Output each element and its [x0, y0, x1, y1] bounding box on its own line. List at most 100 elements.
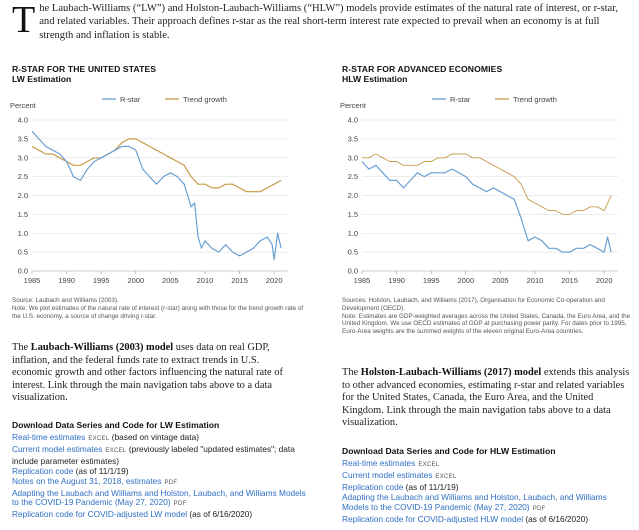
y-tick-label: 1.0	[348, 229, 358, 238]
download-link[interactable]: Replication code for COVID-adjusted HLW …	[342, 513, 524, 524]
y-tick-label: 0.0	[348, 267, 358, 276]
y-tick-label: 1.5	[18, 210, 28, 219]
left-model-pre: The	[12, 342, 31, 353]
download-link[interactable]: Replication code	[12, 465, 74, 476]
legend-label: R-star	[450, 95, 471, 104]
intro-paragraph: T he Laubach-Williams (“LW”) and Holston…	[12, 1, 622, 42]
y-tick-label: 2.0	[348, 191, 358, 200]
download-item: Replication code for COVID-adjusted HLW …	[342, 513, 634, 525]
left-model-post: uses data on real GDP, inflation, and th…	[12, 342, 283, 404]
right-download-heading: Download Data Series and Code for HLW Es…	[342, 446, 556, 456]
download-link[interactable]: Adapting the Laubach and Williams and Ho…	[342, 491, 607, 512]
x-tick-label: 2015	[231, 276, 248, 285]
download-note: (based on vintage data)	[109, 432, 199, 442]
download-link[interactable]: Adapting the Laubach and Williams and Ho…	[12, 487, 306, 508]
right-source-line: Sources: Holston, Laubach, and Williams …	[342, 297, 605, 312]
y-tick-label: 2.0	[18, 191, 28, 200]
y-tick-label: 0.0	[18, 267, 28, 276]
download-item: Replication code (as of 11/1/19)	[12, 465, 308, 477]
y-tick-label: 1.5	[348, 210, 358, 219]
x-tick-label: 2020	[266, 276, 283, 285]
y-tick-label: 3.5	[348, 134, 358, 143]
right-rstar-chart: R-star Trend growth Percent 0.0 0.5 1.0 1.5 2.0…	[340, 95, 618, 285]
left-note-line: Note: We plot estimates of the natural r…	[12, 304, 304, 320]
left-model-paragraph: The Laubach-Williams (2003) model uses d…	[12, 342, 302, 405]
right-chart-title: R-STAR FOR ADVANCED ECONOMIES	[342, 64, 503, 74]
y-tick-label: 2.5	[18, 172, 28, 181]
x-tick-label: 1995	[423, 276, 440, 285]
left-source-line: Source: Laubach and Williams (2003).	[12, 297, 119, 304]
legend-label: R-star	[120, 95, 141, 104]
left-source: Source: Laubach and Williams (2003). Not…	[12, 297, 312, 320]
x-tick-label: 1995	[93, 276, 110, 285]
right-model-pre: The	[342, 367, 361, 378]
legend-label: Trend growth	[183, 95, 227, 104]
x-tick-label: 1990	[388, 276, 405, 285]
download-item: Replication code for COVID-adjusted LW m…	[12, 509, 308, 520]
download-item: Adapting the Laubach and Williams and Ho…	[342, 491, 634, 515]
y-tick-label: 3.0	[348, 153, 358, 162]
y-axis-label: Percent	[340, 101, 367, 110]
right-model-post: extends this analysis to other advanced …	[342, 367, 630, 429]
download-item: Adapting the Laubach and Williams and Ho…	[12, 487, 308, 511]
y-axis-label: Percent	[10, 101, 37, 110]
download-note: (previously labeled "updated estimates";…	[12, 443, 295, 466]
legend-entry: Trend growth	[165, 95, 227, 104]
y-tick-label: 3.0	[18, 153, 28, 162]
download-link[interactable]: Current model estimates	[12, 443, 103, 454]
download-link[interactable]: Real-time estimates	[342, 458, 416, 468]
y-tick-label: 1.0	[18, 229, 28, 238]
left-download-heading: Download Data Series and Code for LW Est…	[12, 420, 220, 430]
right-model-paragraph: The Holston-Laubach-Williams (2017) mode…	[342, 367, 632, 430]
download-link[interactable]: Current model estimates	[342, 469, 433, 480]
left-chart-title: R-STAR FOR THE UNITED STATES	[12, 64, 157, 74]
y-tick-label: 0.5	[348, 248, 358, 257]
left-download-list: Real-time estimates EXCEL (based on vinta…	[12, 432, 308, 520]
download-link[interactable]: Real-time estimates	[12, 432, 86, 442]
left-chart-subtitle: LW Estimation	[12, 74, 72, 84]
legend-entry: R-star	[102, 95, 141, 104]
download-item: Real-time estimates EXCEL (based on vinta…	[12, 432, 308, 445]
download-link[interactable]: Replication code	[342, 481, 404, 492]
download-link[interactable]: Notes on the August 31, 2018, estimates	[12, 475, 162, 486]
left-rstar-chart: R-star Trend growth Percent 0.0 0.5 1.0 1.5 2.0…	[10, 95, 288, 285]
file-type-badge: EXCEL	[105, 447, 127, 454]
x-tick-label: 1985	[354, 276, 371, 285]
download-link[interactable]: Replication code for COVID-adjusted LW m…	[12, 509, 188, 520]
y-tick-label: 4.0	[348, 116, 358, 125]
left-model-link[interactable]: Laubach-Williams (2003) model	[30, 342, 174, 353]
x-tick-label: 1985	[24, 276, 41, 285]
download-note: (as of 6/16/2020)	[523, 513, 589, 524]
file-type-badge: PDF	[532, 505, 546, 512]
x-tick-label: 2010	[527, 276, 544, 285]
download-note: (as of 11/1/19)	[403, 481, 459, 492]
legend-entry: Trend growth	[495, 95, 557, 104]
file-type-badge: EXCEL	[435, 473, 457, 480]
file-type-badge: EXCEL	[418, 462, 440, 468]
right-note-line: Note: Estimates are GDP-weighted average…	[342, 312, 631, 336]
intro-text: he Laubach-Williams (“LW”) and Holston-L…	[39, 3, 618, 41]
download-item: Current model estimates EXCEL	[342, 469, 634, 483]
legend-label: Trend growth	[513, 95, 557, 104]
x-tick-label: 2005	[162, 276, 179, 285]
rstar-series-line	[361, 161, 612, 253]
x-tick-label: 2000	[457, 276, 474, 285]
x-tick-label: 1990	[58, 276, 75, 285]
x-tick-label: 2010	[197, 276, 214, 285]
y-tick-label: 0.5	[18, 248, 28, 257]
download-item: Current model estimates EXCEL (previously…	[12, 443, 308, 467]
right-source: Sources: Holston, Laubach, and Williams …	[342, 297, 632, 336]
download-item: Real-time estimates EXCEL	[342, 458, 634, 471]
trend-growth-series-line	[362, 153, 612, 215]
x-tick-label: 2005	[492, 276, 509, 285]
download-note: (as of 6/16/2020)	[187, 509, 253, 520]
right-model-link[interactable]: Holston-Laubach-Williams (2017) model	[360, 367, 542, 378]
right-download-list: Real-time estimates EXCEL Current model es…	[342, 458, 634, 525]
trend-growth-series-line	[31, 138, 282, 193]
file-type-badge: EXCEL	[88, 436, 110, 442]
download-item: Replication code (as of 11/1/19)	[342, 481, 634, 493]
x-tick-label: 2020	[596, 276, 613, 285]
legend-entry: R-star	[432, 95, 471, 104]
file-type-badge: PDF	[173, 501, 187, 508]
file-type-badge: PDF	[164, 479, 178, 486]
